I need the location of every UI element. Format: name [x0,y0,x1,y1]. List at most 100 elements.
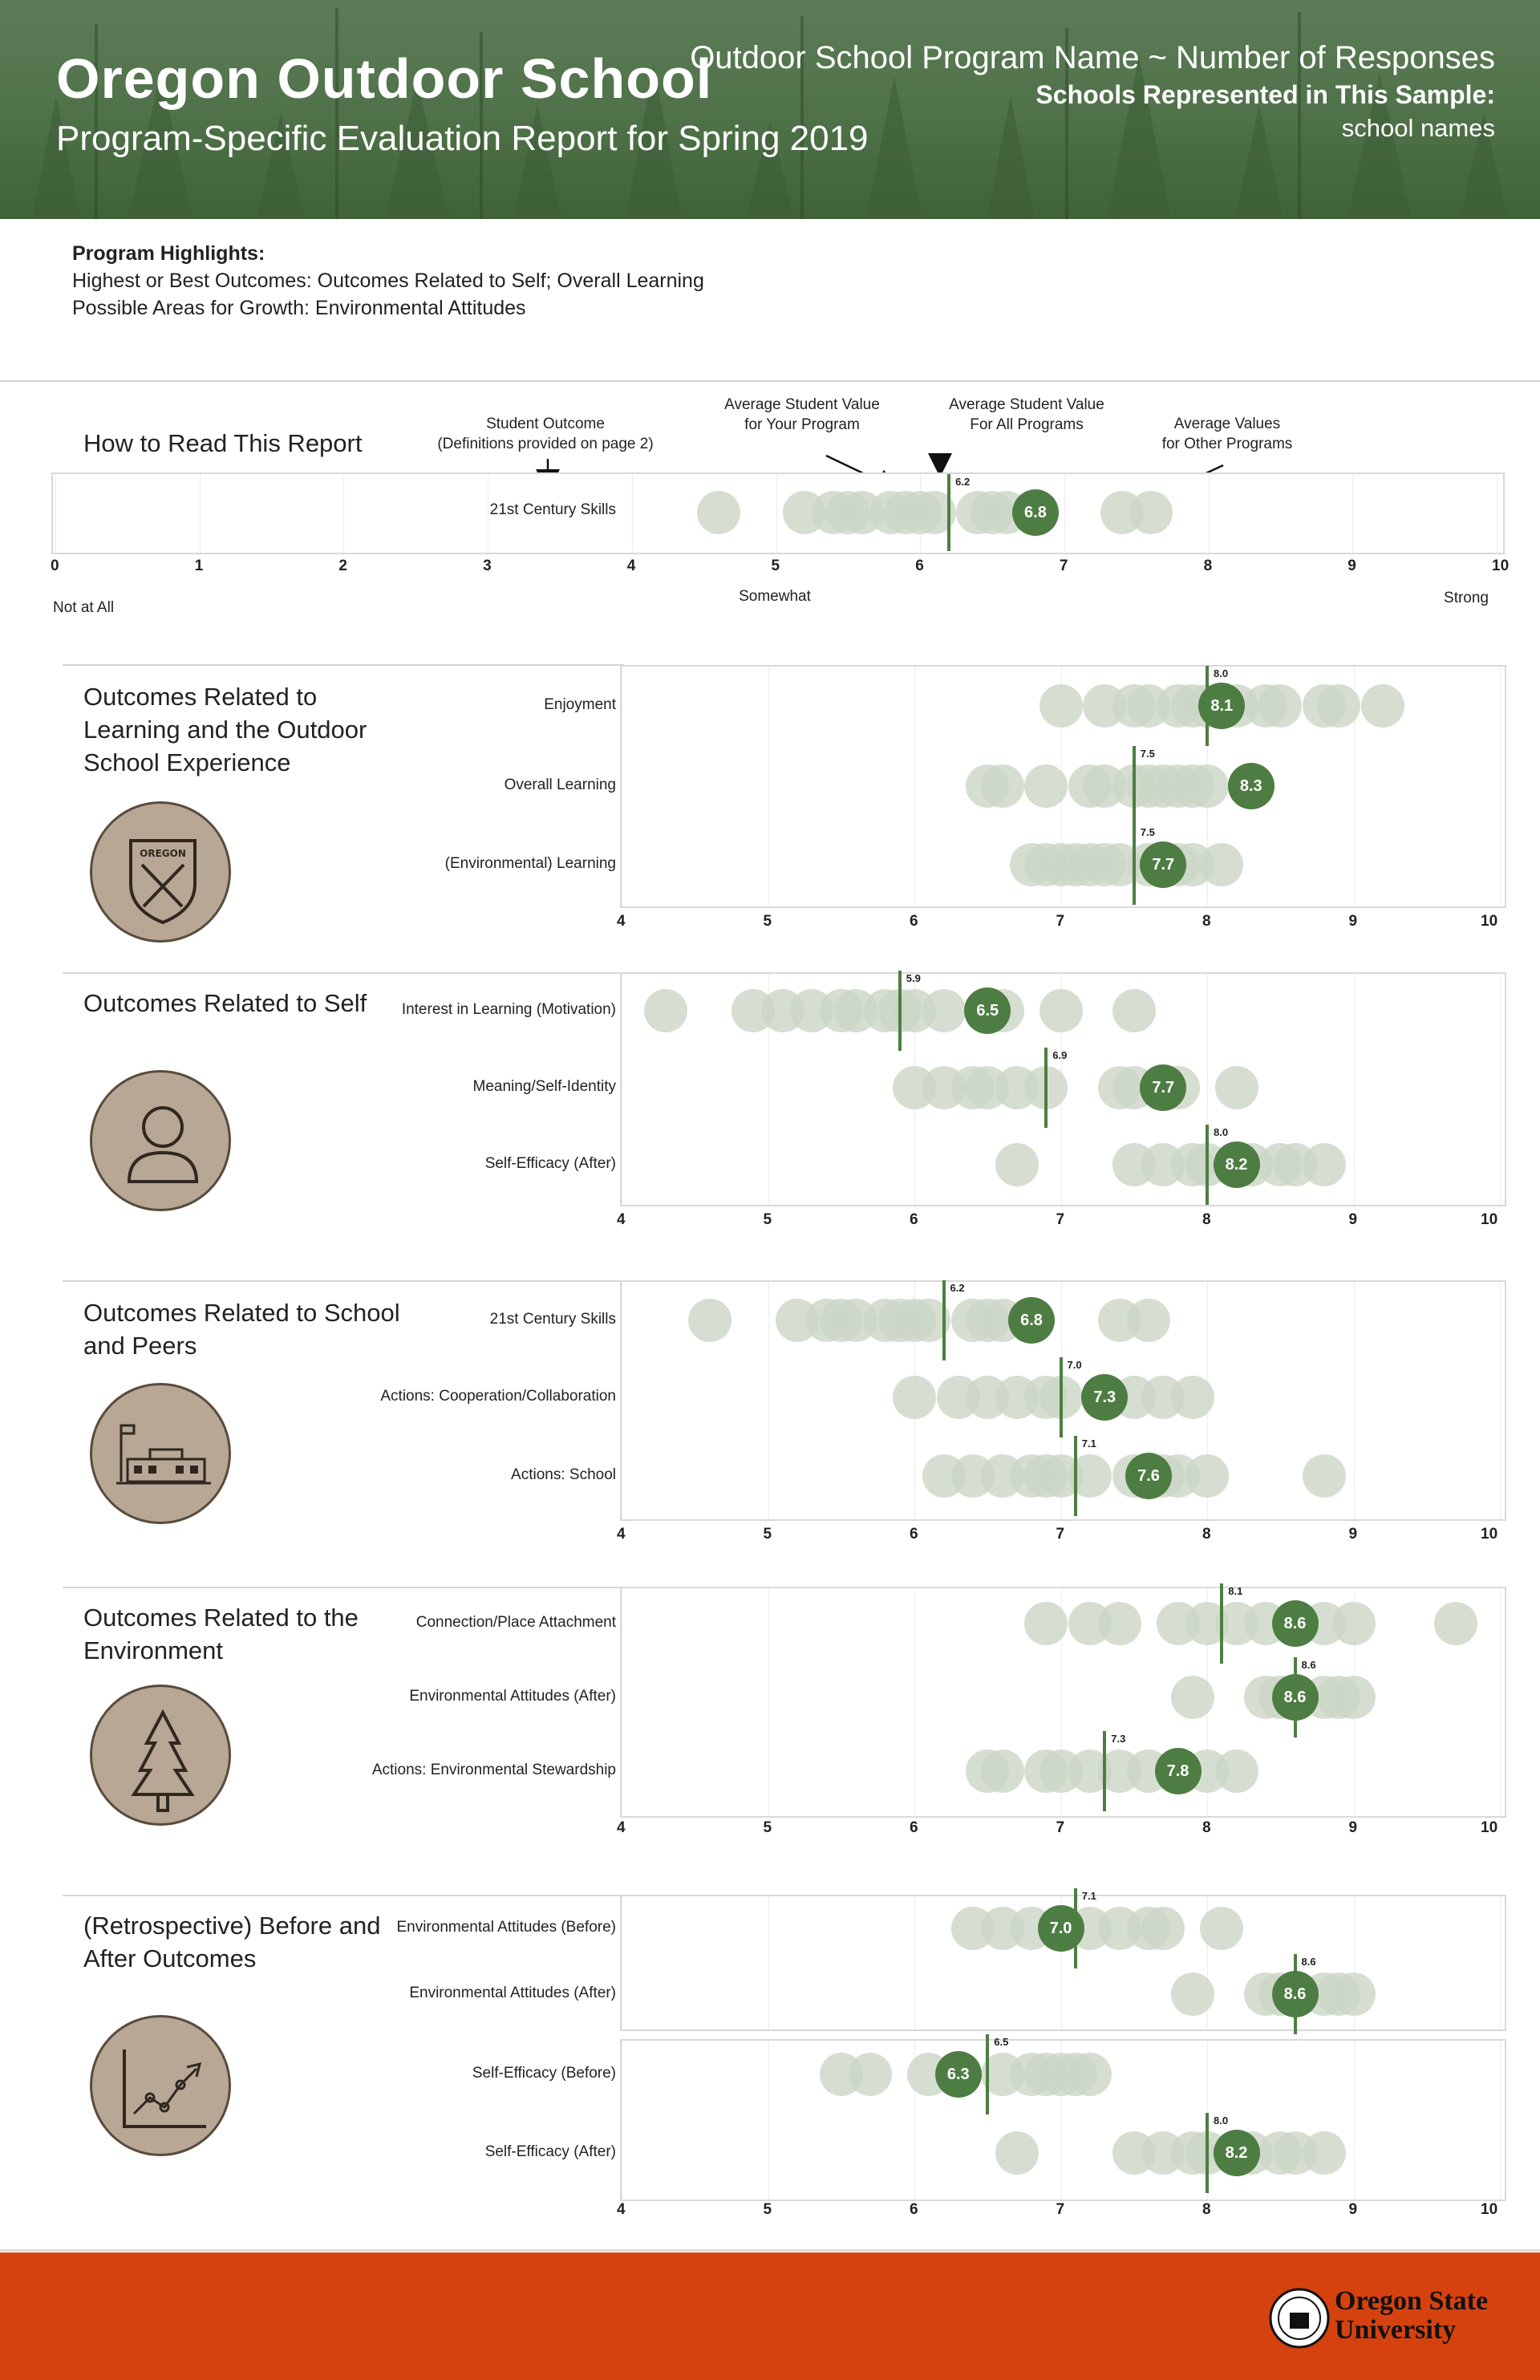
program-average-dot: 8.1 [1198,683,1246,729]
row-label: Overall Learning [504,776,616,793]
axis-tick-label: 6 [910,1819,918,1836]
grid-line [55,474,56,553]
svg-text:OREGON: OREGON [140,848,186,859]
row-label: Self-Efficacy (Before) [472,2065,616,2082]
other-program-dot [1200,843,1244,886]
axis-tick-label: 8 [1203,557,1213,574]
axis-tick-label: 9 [1348,1526,1358,1543]
all-programs-average-label: 6.5 [994,2036,1009,2048]
schools-value: school names [1341,114,1495,142]
grid-line [1207,1896,1208,2029]
grid-line [1500,1282,1501,1519]
axis-tick-label: 7 [1056,1819,1065,1836]
grid-line [1208,474,1210,553]
row-label: Interest in Learning (Motivation) [401,1001,616,1018]
all-programs-average-label: 7.1 [1081,1890,1096,1902]
axis-tick-label: 4 [617,2201,626,2218]
row-label: Self-Efficacy (After) [484,2143,616,2160]
grid-line [1353,667,1355,906]
all-programs-average-label: 7.5 [1140,826,1155,838]
all-programs-average-label: 7.1 [1081,1437,1096,1449]
program-average-dot: 6.8 [1008,1297,1055,1344]
grid-line [1060,1588,1062,1816]
program-average-dot: 8.6 [1271,1674,1319,1721]
other-program-dot [1258,684,1303,728]
other-program-dot [1112,989,1156,1032]
program-average-dot: 7.7 [1140,1064,1187,1111]
row-label: Actions: Cooperation/Collaboration [380,1388,616,1405]
axis-tick-label: 5 [763,913,772,930]
all-programs-average-label: 6.2 [955,476,971,488]
all-programs-average-line [947,474,951,551]
other-program-dot [687,1299,732,1342]
other-program-dot [1214,1750,1258,1793]
axis-tick-label: 2 [338,557,347,574]
report-subtitle: Program-Specific Evaluation Report for S… [56,119,869,158]
section-title: (Retrospective) Before and After Outcome… [83,1912,381,1973]
grid-line [776,474,777,553]
other-program-dot [1170,1676,1214,1719]
all-programs-average-label: 8.0 [1214,2114,1229,2127]
all-programs-average-line [898,971,902,1051]
grid-line [1060,2041,1062,2200]
all-programs-average-label: 8.0 [1214,1126,1229,1138]
section-divider [63,1895,624,1896]
section-divider [63,972,624,974]
axis-tick-label: 6 [915,557,924,574]
axis-tick-label: 9 [1348,913,1358,930]
axis-tick-label: 8 [1202,1211,1211,1228]
axis-tick-label: 7 [1056,1526,1065,1543]
scale-high: Strong [1444,590,1489,606]
program-average-dot: 8.2 [1213,2130,1260,2176]
axis-tick-label: 9 [1348,2201,1358,2218]
how-to-read-title: How to Read This Report [83,429,363,457]
axis-tick-label: 4 [617,913,626,930]
row-label: Actions: School [511,1466,616,1483]
all-programs-average-line [942,1280,946,1360]
row-label: Connection/Place Attachment [415,1614,616,1631]
other-program-dot [1170,1973,1214,2016]
axis-tick-label: 5 [763,1819,772,1836]
other-program-dot [1214,1066,1258,1109]
other-program-dot [1361,684,1404,728]
axis-tick-label: 9 [1348,1819,1358,1836]
all-programs-average-label: 6.9 [1052,1049,1068,1061]
grid-line [914,667,915,906]
program-average-dot: 6.8 [1011,489,1059,536]
other-program-dot [1303,1454,1346,1498]
person-icon [90,1070,231,1211]
osu-name-line2: University [1335,2315,1457,2345]
axis-tick-label: 5 [763,1526,772,1543]
other-program-dot [1303,1143,1346,1186]
osu-name-line1: Oregon State [1335,2286,1489,2316]
section-plot: 6.5 6.3 8.0 8.2 [620,2034,1506,2201]
grid-line [1500,1588,1501,1816]
legend-example-plot: 6.2 6.8 [51,472,1505,554]
grid-line [768,1588,769,1816]
all-programs-average-label: 5.9 [906,972,921,984]
grid-line [914,1896,915,2029]
program-average-dot: 6.3 [934,2051,982,2098]
other-program-dot [980,764,1024,808]
program-average-dot: 7.7 [1140,841,1187,888]
grid-line [768,667,769,906]
highlights-best: Highest or Best Outcomes: Outcomes Relat… [72,270,704,292]
all-programs-average-line [1073,1436,1077,1516]
axis-tick-label: 10 [1481,1819,1498,1836]
axis-tick-label: 0 [51,557,59,574]
section-divider [63,1587,624,1588]
axis-tick-label: 8 [1202,1526,1211,1543]
grid-line [1500,1896,1501,2029]
all-programs-average-line [1044,1048,1048,1128]
annot-your-program: Average Student Value for Your Program [724,396,880,433]
axis-tick-label: 10 [1481,913,1498,930]
program-average-dot: 7.3 [1081,1374,1129,1421]
row-label: Environmental Attitudes (Before) [396,1919,616,1936]
all-programs-average-line [1103,1731,1107,1811]
grid-line [1500,667,1501,906]
other-program-dot [696,491,740,534]
osu-logo: Oregon State University [1267,2282,1508,2354]
grid-line [1353,974,1355,1205]
section-plot: 7.1 7.0 8.6 8.6 [620,1888,1506,2034]
program-average-dot: 7.8 [1154,1748,1202,1794]
